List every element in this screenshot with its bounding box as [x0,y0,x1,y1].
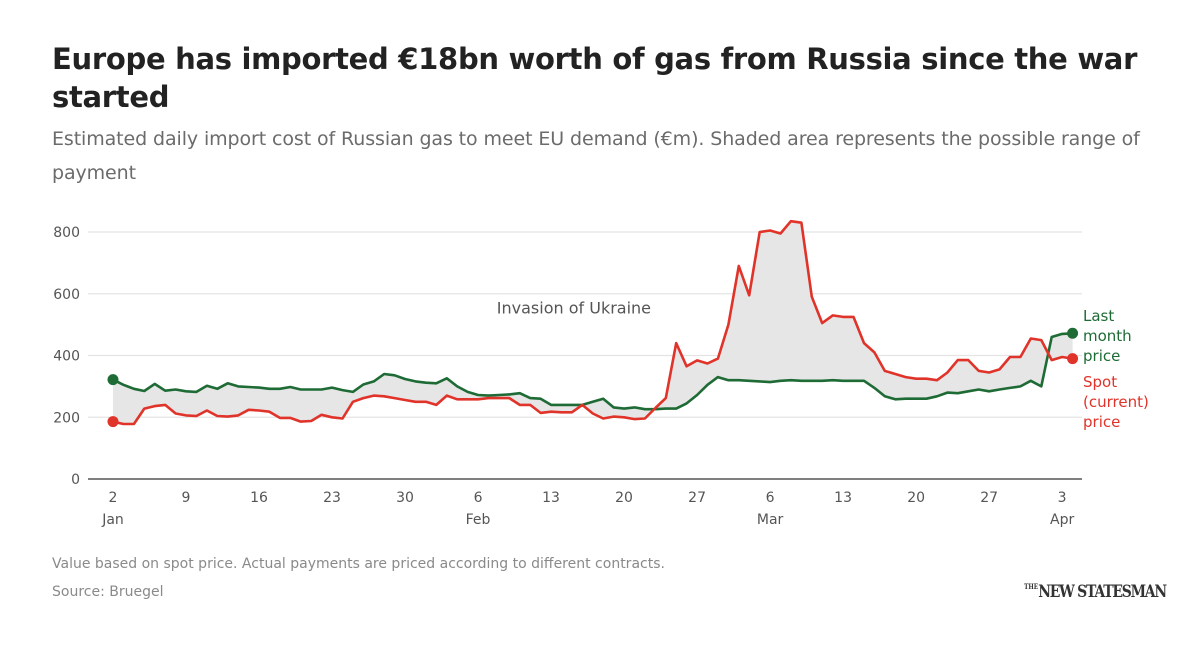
x-tick-label-70: 13 [834,490,852,506]
y-tick-label-600: 600 [53,287,80,303]
legend-label-last-month-line-0: Last [1083,307,1114,325]
y-axis-ticks: 0 200 400 600 800 [53,225,80,488]
range-shaded-area [113,221,1073,424]
end-point-spot [1067,353,1079,365]
brand-prefix: THE [1024,582,1039,591]
brand-logo: THENEW STATESMAN [1024,582,1167,602]
x-tick-label-7: 9 [182,490,191,506]
y-tick-label-800: 800 [53,225,80,241]
y-tick-label-0: 0 [71,472,80,488]
legend: Last month price Spot (current) price [1083,307,1149,431]
footnote: Value based on spot price. Actual paymen… [52,556,665,572]
line-chart: 0 200 400 600 800 2 Jan 9 16 23 30 6 Feb 13 20 27 6 Mar 1… [53,219,1149,528]
x-tick-label-91: 3 [1058,490,1067,506]
x-tick-label-28: 30 [396,490,414,506]
x-tick-month-jan: Jan [101,512,124,528]
start-point-last-month [107,374,119,386]
legend-label-last-month-line-1: month [1083,327,1132,345]
y-tick-label-400: 400 [53,349,80,365]
legend-label-spot-line-1: (current) [1083,393,1149,411]
y-tick-label-200: 200 [53,410,80,426]
source-note: Source: Bruegel [52,584,164,600]
series-line-last-month-price [112,332,1073,411]
x-tick-label-84: 27 [980,490,998,506]
legend-label-spot-line-2: price [1083,413,1120,431]
x-tick-label-49: 20 [615,490,633,506]
x-tick-label-56: 27 [688,490,706,506]
x-axis-ticks: 2 Jan 9 16 23 30 6 Feb 13 20 27 6 Mar 13 20 27 3 Apr [101,490,1074,528]
legend-label-spot-line-0: Spot [1083,373,1117,391]
x-tick-label-63: 6 [766,490,775,506]
x-tick-label-42: 13 [542,490,560,506]
gridlines [88,231,1082,418]
series-line-spot-price [112,219,1073,426]
x-tick-month-feb: Feb [466,512,491,528]
x-tick-month-mar: Mar [757,512,784,528]
legend-label-last-month-line-2: price [1083,347,1120,365]
brand-name: NEW STATESMAN [1038,582,1167,602]
x-tick-month-apr: Apr [1050,512,1074,528]
end-point-last-month [1067,327,1079,339]
series-endpoints [107,327,1079,428]
chart-subtitle: Estimated daily import cost of Russian g… [52,128,1140,184]
x-tick-label-21: 23 [323,490,341,506]
annotation-invasion-of-ukraine: Invasion of Ukraine [497,299,651,318]
x-tick-label-0: 2 [109,490,118,506]
chart-title: Europe has imported €18bn worth of gas f… [52,42,1138,114]
x-tick-label-77: 20 [907,490,925,506]
start-point-spot [107,416,119,428]
x-tick-label-14: 16 [250,490,268,506]
x-tick-label-35: 6 [474,490,483,506]
